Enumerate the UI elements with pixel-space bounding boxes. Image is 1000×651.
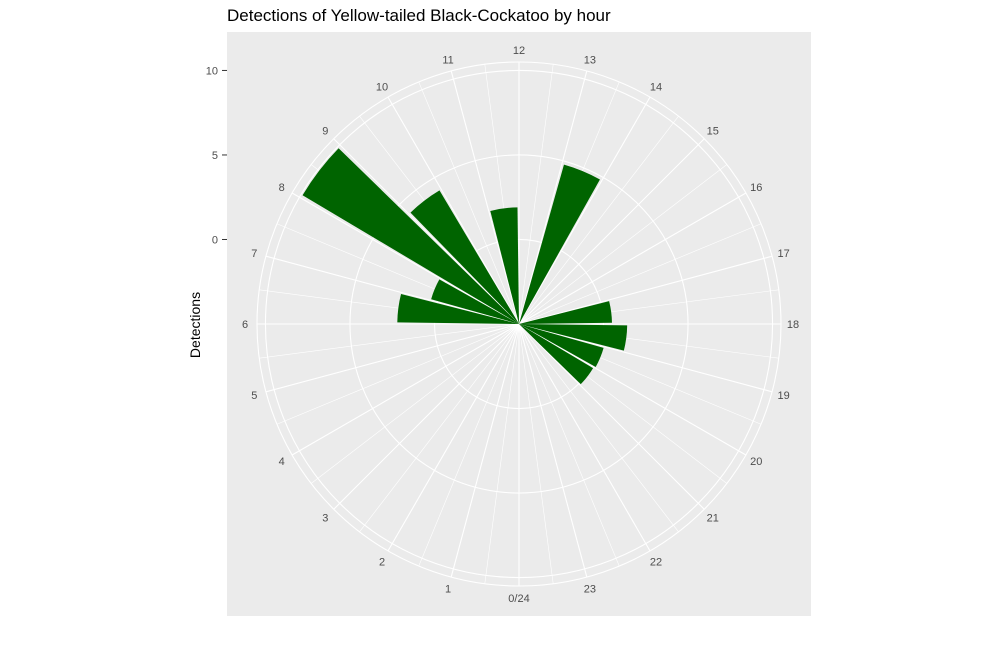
major-radial-gridline <box>450 70 520 325</box>
minor-radial-gridline <box>359 323 520 533</box>
minor-radial-gridline <box>484 323 520 584</box>
y-axis-ticks: 0 5 10 <box>206 65 227 246</box>
chart-title: Detections of Yellow-tailed Black-Cockat… <box>227 6 611 25</box>
major-radial-gridline <box>518 255 773 325</box>
minor-radial-gridline <box>518 323 554 584</box>
major-radial-gridline <box>333 138 520 325</box>
hour-label-9: 9 <box>322 125 328 137</box>
hour-label-0: 0/24 <box>508 593 529 605</box>
minor-radial-gridline <box>518 164 728 325</box>
hour-label-10: 10 <box>376 82 388 94</box>
hour-label-5: 5 <box>251 390 257 402</box>
major-radial-gridline <box>333 323 520 510</box>
hour-label-1: 1 <box>445 584 451 596</box>
circular-gridline <box>349 154 689 494</box>
hour-label-15: 15 <box>707 125 719 137</box>
hour-label-20: 20 <box>750 456 762 468</box>
circular-gridline <box>433 238 605 410</box>
minor-radial-gridline <box>518 323 620 567</box>
bar-hour-6 <box>397 294 519 324</box>
major-radial-gridline <box>518 323 747 456</box>
major-radial-gridline <box>291 192 520 325</box>
major-radial-gridline <box>518 96 651 325</box>
hour-label-11: 11 <box>442 54 453 66</box>
bar-hour-17 <box>519 301 612 324</box>
y-tick-label: 10 <box>206 65 218 77</box>
major-radial-gridline <box>387 323 520 552</box>
minor-radial-gridline <box>518 323 679 533</box>
minor-radial-gridline <box>418 81 520 325</box>
outer-circle <box>256 61 782 587</box>
minor-radial-gridline <box>276 323 520 425</box>
major-radial-gridline <box>387 96 520 325</box>
major-radial-gridline <box>518 70 588 325</box>
major-radial-gridline <box>291 323 520 456</box>
major-radial-gridline <box>518 138 705 325</box>
major-radial-gridline <box>518 323 705 510</box>
hour-label-4: 4 <box>279 456 285 468</box>
major-radial-gridline <box>518 323 773 393</box>
bars <box>302 148 628 385</box>
major-radial-gridline <box>265 255 520 325</box>
bar-hour-9 <box>410 190 519 324</box>
minor-radial-gridline <box>518 64 554 325</box>
major-radial-gridline <box>518 323 588 578</box>
y-axis-label: Detections <box>187 292 203 358</box>
minor-radial-gridline <box>310 323 520 484</box>
bar-hour-20 <box>519 324 594 385</box>
major-radial-gridline <box>518 192 747 325</box>
hour-labels: 0/24123456789101112131415161718192021222… <box>242 45 799 605</box>
major-radial-gridline <box>518 323 651 552</box>
bar-hour-8 <box>302 148 519 324</box>
bar-hour-18 <box>519 324 628 351</box>
hour-label-23: 23 <box>584 584 596 596</box>
minor-radial-gridline <box>518 223 762 325</box>
hour-label-14: 14 <box>650 82 662 94</box>
major-radial-gridline <box>450 323 520 578</box>
bar-hour-19 <box>519 324 604 367</box>
bar-hour-13 <box>519 164 600 324</box>
hour-label-19: 19 <box>778 390 790 402</box>
circular-gridline <box>264 69 774 579</box>
hour-label-2: 2 <box>379 556 385 568</box>
y-tick-label: 0 <box>212 234 218 246</box>
hour-label-3: 3 <box>322 513 328 525</box>
hour-label-12: 12 <box>513 45 525 57</box>
major-radial-gridline <box>265 323 520 393</box>
minor-radial-gridline <box>418 323 520 567</box>
hour-label-16: 16 <box>750 182 762 194</box>
y-tick-label: 5 <box>212 150 218 162</box>
hour-label-17: 17 <box>778 248 790 260</box>
hour-label-22: 22 <box>650 556 662 568</box>
hour-label-18: 18 <box>787 319 799 331</box>
bar-hour-11 <box>490 207 519 324</box>
hour-label-8: 8 <box>279 182 285 194</box>
minor-radial-gridline <box>518 115 679 325</box>
hour-label-13: 13 <box>584 54 596 66</box>
hour-label-7: 7 <box>251 248 257 260</box>
hour-label-6: 6 <box>242 319 248 331</box>
minor-radial-gridline <box>259 323 520 359</box>
bar-hour-7 <box>431 279 519 324</box>
hour-label-21: 21 <box>707 513 719 525</box>
